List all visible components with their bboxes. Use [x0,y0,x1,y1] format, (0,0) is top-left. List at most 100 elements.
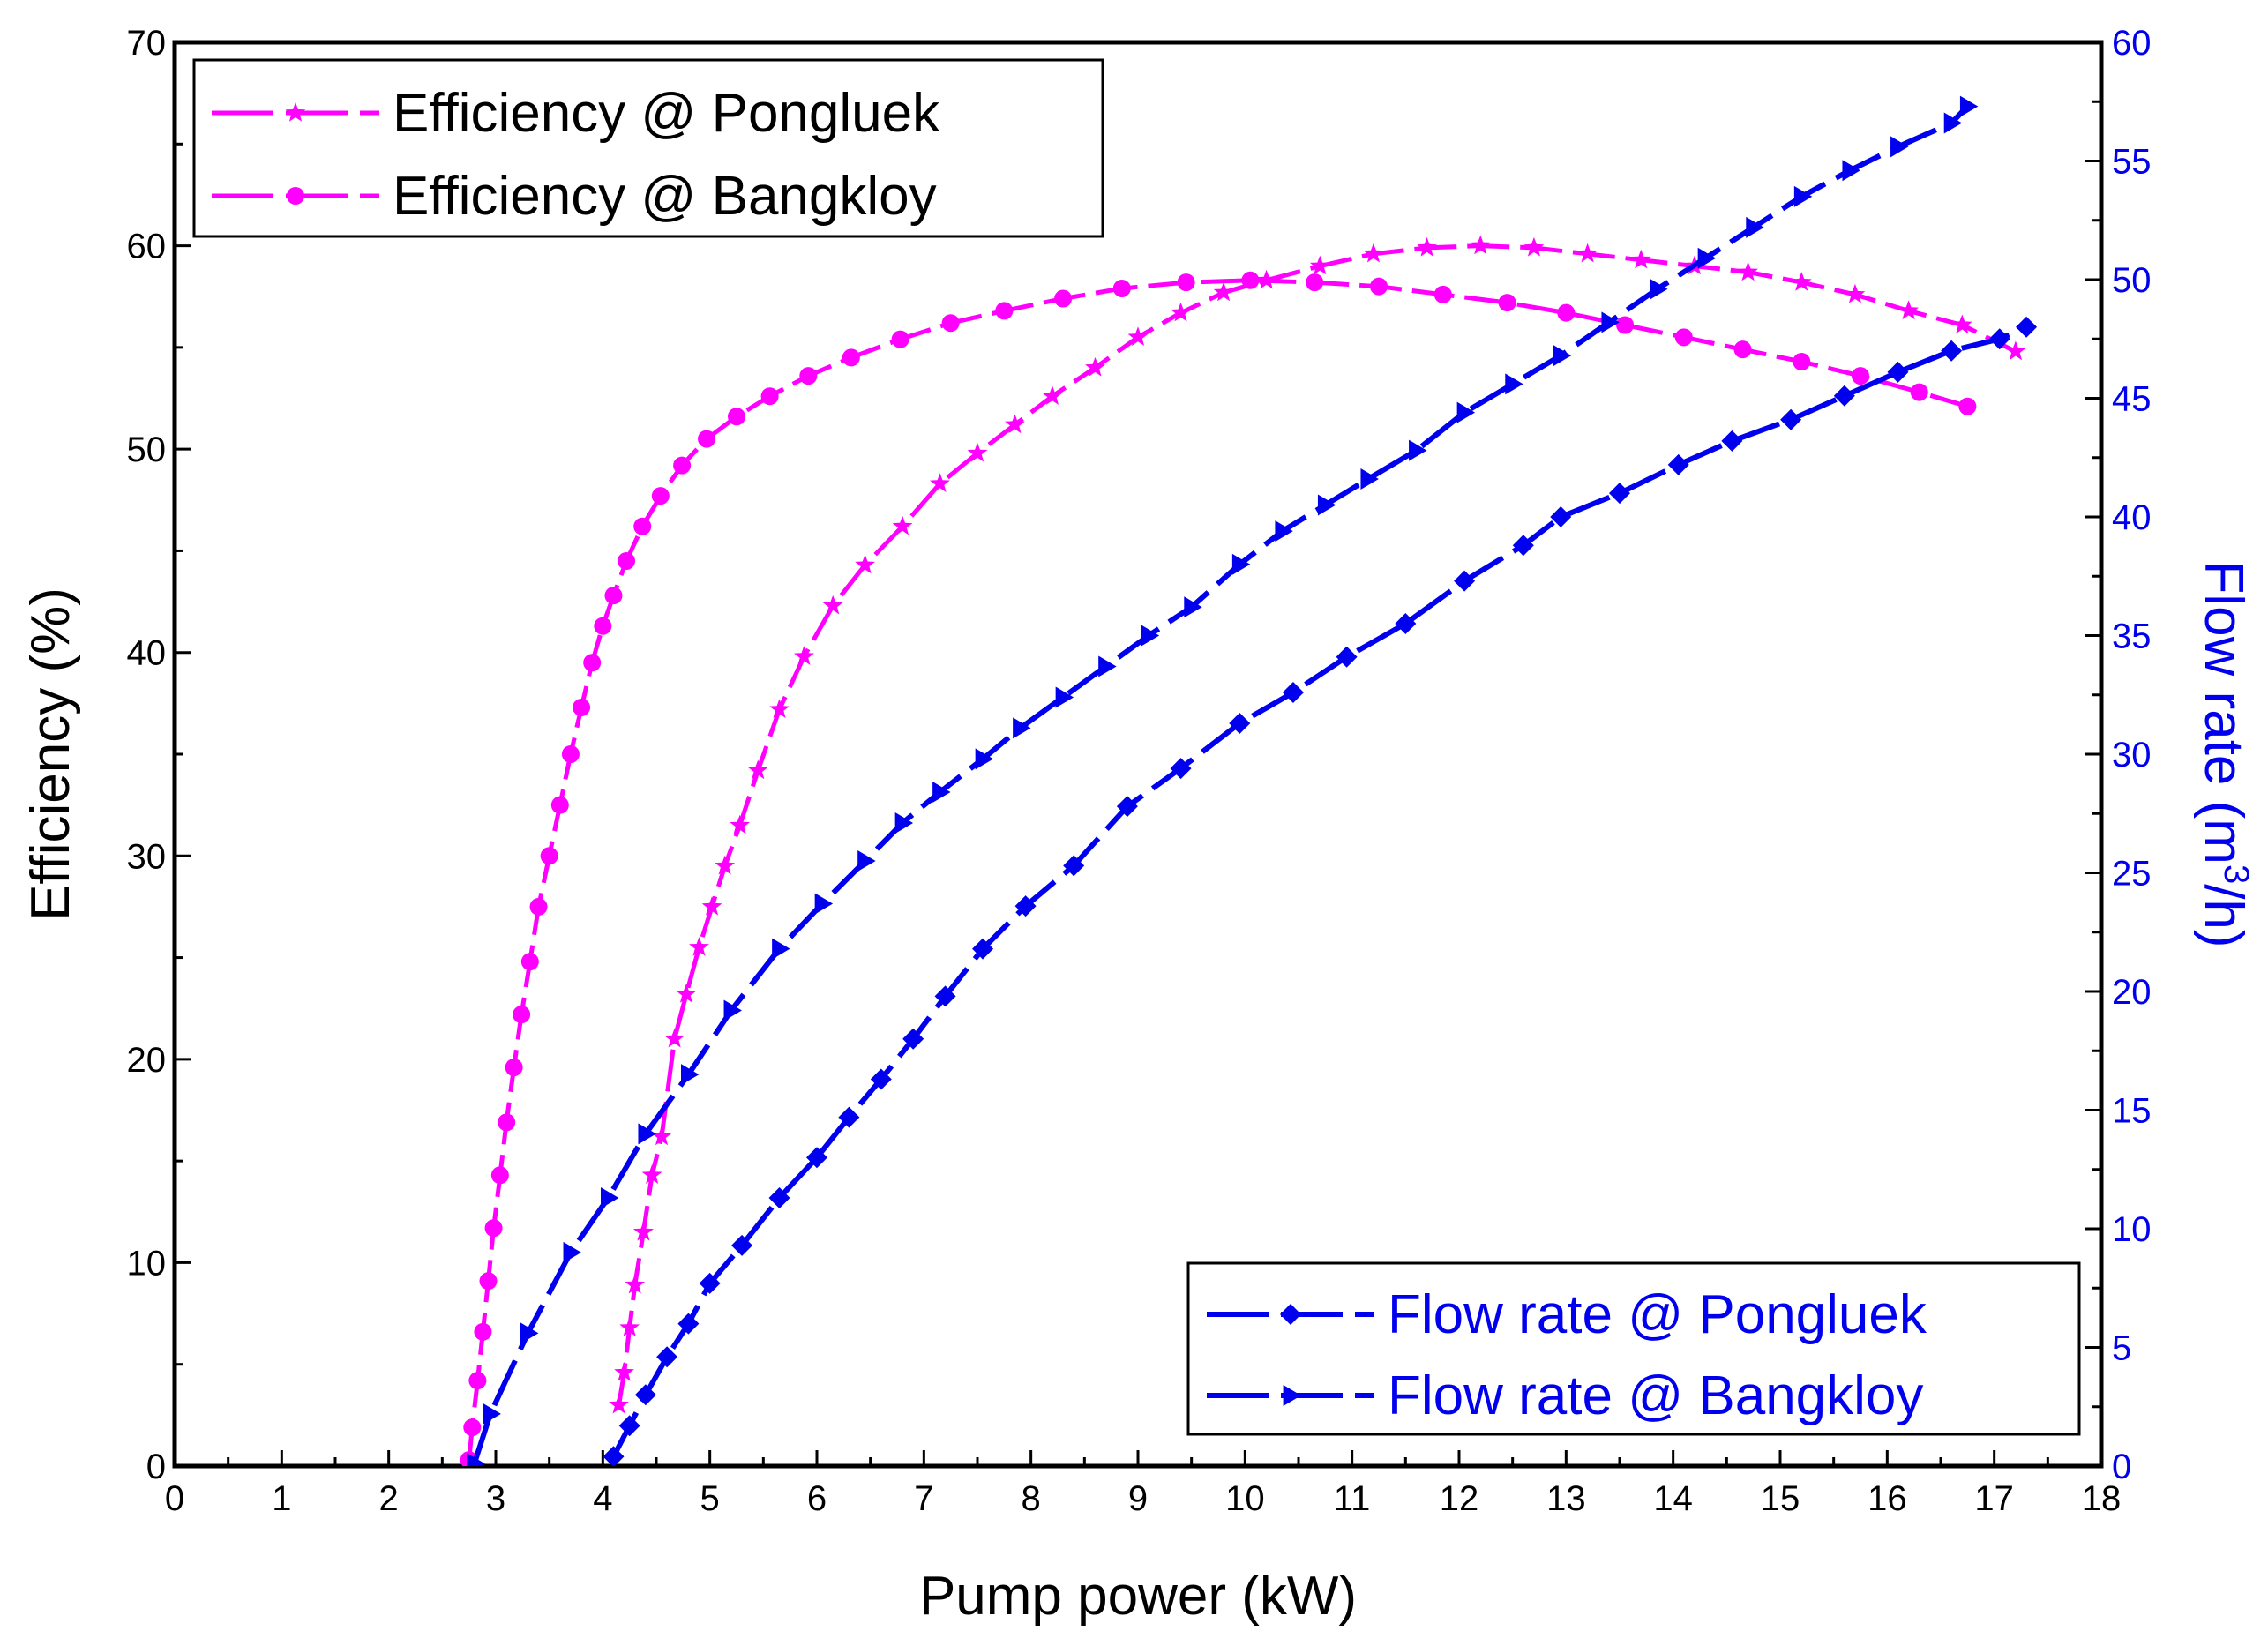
series-point-0 [1005,414,1025,434]
x-tick-label: 14 [1653,1479,1693,1518]
legend-efficiency: Efficiency @ Pongluek Efficiency @ Bangk… [192,58,1104,238]
series-point-3 [1650,278,1668,300]
series-point-2 [1116,796,1138,818]
series-point-2 [768,1187,790,1209]
legend-label-efficiency-pongluek: Efficiency @ Pongluek [393,83,940,144]
series-point-0 [1171,302,1191,322]
series-point-3 [1275,520,1293,542]
series-point-3 [932,782,951,804]
series-point-1 [490,1166,509,1185]
series-point-0 [967,442,988,462]
legend-label-flow-bangkloy: Flow rate @ Bangkloy [1388,1365,1923,1426]
y-tick-label: 30 [127,837,167,876]
series-point-3 [1013,717,1031,739]
y-axis-ticks: 0 10 20 30 40 50 60 70 [127,24,191,1486]
series-point-3 [1456,401,1476,423]
series-point-0 [1417,236,1437,257]
series-point-1 [799,367,818,385]
series-point-3 [814,893,834,915]
series-point-3 [1231,553,1251,575]
legend-marker-1 [287,187,304,205]
series-point-1 [1557,303,1576,322]
series-point-3 [1360,468,1379,490]
series-point-0 [689,937,709,956]
y2-tick-label: 0 [2112,1448,2131,1486]
series-point-3 [1697,247,1717,269]
series-point-0 [609,1394,629,1414]
series-point-3 [1601,311,1620,333]
series-point-1 [1733,340,1752,359]
series-point-0 [1951,314,1972,334]
plot-frame [172,40,2104,1469]
series-point-1 [1616,316,1635,334]
x-tick-label: 12 [1440,1479,1479,1518]
series-point-1 [618,551,636,570]
series-line-3 [471,104,1970,1465]
series-point-3 [975,748,994,770]
series-point-3 [638,1123,656,1145]
series-point-1 [1112,279,1131,297]
series-point-2 [1395,613,1417,635]
y2-axis-title-main: Flow rate (m [2193,560,2254,864]
y2-tick-label: 20 [2112,973,2152,1012]
y2-tick-label: 10 [2112,1210,2152,1249]
series-point-3 [1505,373,1523,395]
series-point-3 [772,938,790,960]
series-point-2 [1721,430,1743,452]
series-point-0 [1363,243,1384,263]
y2-tick-label: 55 [2112,143,2152,182]
series-point-1 [529,897,548,916]
series-point-0 [2005,340,2026,361]
y-tick-label: 60 [127,228,167,266]
series-point-0 [730,814,751,834]
x-tick-label: 1 [272,1479,291,1518]
y-tick-label: 20 [127,1041,167,1080]
series-point-0 [619,1317,640,1336]
y2-tick-label: 30 [2112,736,2152,774]
series-point-0 [1309,255,1330,275]
series-point-0 [769,699,790,718]
series-point-3 [520,1322,539,1344]
x-axis-ticks: 0 1 2 3 4 5 6 7 8 9 10 11 12 13 14 15 16 17 18 [165,1450,2121,1518]
series-point-0 [1127,326,1149,346]
series-point-3 [1317,494,1336,516]
series-point-1 [633,517,652,535]
series-point-1 [1370,277,1388,296]
x-tick-label: 8 [1022,1479,1041,1518]
series-point-0 [1845,283,1866,303]
series-point-3 [1959,95,1979,117]
series-point-0 [676,984,697,1003]
series-point-1 [1306,273,1324,292]
series-point-2 [1454,570,1476,592]
series-point-1 [651,487,670,505]
series-point-1 [498,1113,516,1132]
series-point-2 [1063,855,1085,877]
series-point-3 [681,1064,700,1086]
y-tick-label: 50 [127,430,167,469]
x-tick-label: 17 [1974,1479,2014,1518]
series-point-1 [1241,271,1260,289]
series-1 [460,271,1977,1466]
series-point-0 [794,646,814,665]
y2-tick-label: 50 [2112,261,2152,300]
series-point-0 [614,1361,634,1381]
x-axis-title: Pump power (kW) [919,1566,1357,1627]
x-tick-label: 3 [486,1479,505,1518]
y-axis-title: Efficiency (%) [20,587,81,921]
x-tick-label: 10 [1225,1479,1265,1518]
series-point-3 [467,1453,485,1466]
series-0 [609,235,2026,1414]
series-point-0 [930,473,950,492]
series-point-3 [563,1241,581,1263]
series-point-0 [701,895,722,916]
series-point-1 [941,314,960,333]
series-point-2 [806,1147,827,1169]
legend-symbol-flow-pongluek [1207,1304,1374,1325]
series-point-3 [601,1187,619,1209]
legend-flow-box [1186,1261,2081,1436]
series-point-1 [1433,285,1452,303]
series-point-1 [540,847,558,865]
series-point-1 [842,348,860,367]
y2-axis-title-sup: 3 [2217,864,2256,884]
